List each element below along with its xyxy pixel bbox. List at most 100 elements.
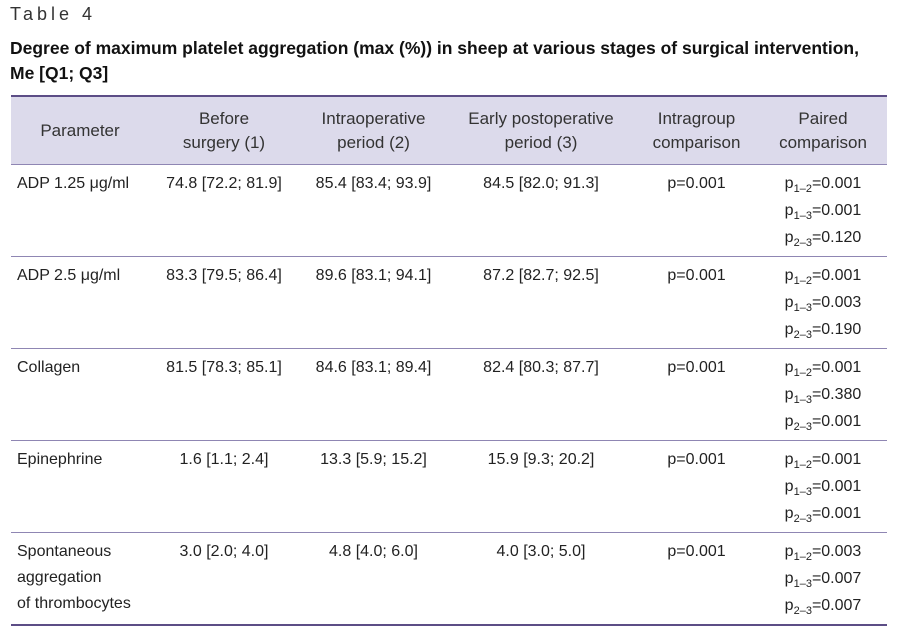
header-intraop: Intraoperative period (2)	[299, 96, 448, 165]
cell-early: 84.5 [82.0; 91.3]	[483, 175, 599, 192]
p-symbol: p	[784, 359, 794, 376]
p-subscript: 1–2	[793, 367, 812, 379]
p-subscript: 2–3	[793, 513, 812, 525]
header-parameter: Parameter	[11, 96, 149, 165]
table-label: Table 4	[10, 4, 97, 24]
cell-before: 3.0 [2.0; 4.0]	[179, 543, 269, 560]
cell-intragroup: p=0.001	[667, 175, 726, 192]
p-symbol: p	[784, 321, 794, 338]
p-subscript: 2–3	[793, 237, 812, 249]
cell-intragroup: p=0.001	[667, 451, 726, 468]
header-paired-line: Paired	[798, 108, 848, 128]
p-subscript: 1–3	[793, 394, 812, 406]
table-row: Spontaneous aggregation of thrombocytes 3.0…	[11, 532, 887, 626]
p-symbol: p	[784, 451, 794, 468]
cell-before: 81.5 [78.3; 85.1]	[166, 359, 282, 376]
header-intragroup-line: comparison	[652, 132, 741, 152]
cell-early: 4.0 [3.0; 5.0]	[496, 543, 586, 560]
header-before: Before surgery (1)	[149, 96, 299, 165]
cell-early: 15.9 [9.3; 20.2]	[487, 451, 595, 468]
p-symbol: p	[784, 570, 794, 587]
cell-paired: p1–2=0.003 p1–3=0.007 p2–3=0.007	[759, 533, 887, 626]
paired-p-value: p1–2=0.001	[763, 171, 883, 198]
p-subscript: 1–3	[793, 486, 812, 498]
p-subscript: 1–3	[793, 210, 812, 222]
paired-p-value: p1–3=0.003	[763, 290, 883, 317]
cell-intraop: 13.3 [5.9; 15.2]	[320, 451, 427, 468]
cell-parameter: Collagen	[17, 359, 81, 376]
p-value: =0.190	[811, 321, 862, 338]
p-value: =0.001	[811, 505, 862, 522]
p-symbol: p	[784, 175, 794, 192]
cell-paired: p1–2=0.001 p1–3=0.001 p2–3=0.001	[759, 441, 887, 533]
p-value: =0.001	[811, 413, 862, 430]
p-value: =0.007	[811, 570, 862, 587]
p-symbol: p	[784, 597, 794, 614]
table-body: ADP 1.25 μg/ml 74.8 [72.2; 81.9] 85.4 [83.…	[11, 164, 887, 626]
cell-intragroup: p=0.001	[667, 359, 726, 376]
header-before-line: surgery (1)	[182, 132, 266, 152]
table-row: ADP 2.5 μg/ml 83.3 [79.5; 86.4] 89.6 [83.1…	[11, 256, 887, 349]
header-early: Early postoperative period (3)	[448, 96, 634, 165]
p-symbol: p	[784, 543, 794, 560]
table-row: ADP 1.25 μg/ml 74.8 [72.2; 81.9] 85.4 [83.…	[11, 164, 887, 257]
p-subscript: 1–2	[793, 183, 812, 195]
p-value: =0.001	[811, 175, 862, 192]
paired-p-value: p2–3=0.007	[763, 593, 883, 620]
table-row: Epinephrine 1.6 [1.1; 2.4] 13.3 [5.9; 15.2…	[11, 440, 887, 533]
p-value: =0.001	[811, 267, 862, 284]
paired-p-value: p1–3=0.380	[763, 382, 883, 409]
p-value: =0.003	[811, 294, 862, 311]
p-subscript: 1–3	[793, 578, 812, 590]
p-subscript: 2–3	[793, 421, 812, 433]
cell-early: 87.2 [82.7; 92.5]	[483, 267, 599, 284]
p-symbol: p	[784, 202, 794, 219]
p-symbol: p	[784, 294, 794, 311]
cell-parameter-line: Spontaneous	[17, 543, 112, 560]
p-subscript: 1–2	[793, 551, 812, 563]
header-early-line: period (3)	[504, 132, 578, 152]
paired-p-value: p2–3=0.190	[763, 317, 883, 344]
header-paired: Paired comparison	[759, 96, 887, 165]
p-value: =0.001	[811, 478, 862, 495]
paired-p-value: p2–3=0.001	[763, 501, 883, 528]
header-intraop-line: Intraoperative	[321, 108, 426, 128]
p-subscript: 2–3	[793, 605, 812, 617]
paired-p-value: p1–2=0.001	[763, 355, 883, 382]
p-value: =0.001	[811, 451, 862, 468]
p-symbol: p	[784, 386, 794, 403]
table-title: Degree of maximum platelet aggregation (…	[10, 38, 859, 83]
cell-parameter: Spontaneous aggregation of thrombocytes	[11, 533, 149, 626]
cell-early: 82.4 [80.3; 87.7]	[483, 359, 599, 376]
p-value: =0.003	[811, 543, 862, 560]
header-paired-line: comparison	[779, 132, 867, 152]
p-value: =0.380	[811, 386, 862, 403]
table-row: Collagen 81.5 [78.3; 85.1] 84.6 [83.1; 89.…	[11, 348, 887, 441]
p-symbol: p	[784, 413, 794, 430]
p-value: =0.001	[811, 359, 862, 376]
cell-paired: p1–2=0.001 p1–3=0.001 p2–3=0.120	[759, 165, 887, 257]
header-early-line: Early postoperative	[468, 108, 614, 128]
header-intraop-line: period (2)	[337, 132, 410, 152]
p-symbol: p	[784, 267, 794, 284]
p-subscript: 1–2	[793, 275, 812, 287]
header-row: Parameter Before surgery (1) Intraoperat…	[11, 96, 887, 165]
cell-before: 83.3 [79.5; 86.4]	[166, 267, 282, 284]
cell-before: 1.6 [1.1; 2.4]	[179, 451, 269, 468]
header-intragroup-line: Intragroup	[657, 108, 736, 128]
header-before-line: Before	[198, 108, 250, 128]
paired-p-value: p1–3=0.007	[763, 566, 883, 593]
p-value: =0.120	[811, 229, 862, 246]
header-intragroup: Intragroup comparison	[634, 96, 759, 165]
p-symbol: p	[784, 505, 794, 522]
paired-p-value: p2–3=0.120	[763, 225, 883, 252]
cell-paired: p1–2=0.001 p1–3=0.003 p2–3=0.190	[759, 257, 887, 349]
cell-before: 74.8 [72.2; 81.9]	[166, 175, 282, 192]
cell-parameter: Epinephrine	[17, 451, 103, 468]
data-table: Parameter Before surgery (1) Intraoperat…	[11, 95, 887, 626]
cell-parameter: ADP 2.5 μg/ml	[17, 267, 121, 284]
cell-intraop: 89.6 [83.1; 94.1]	[315, 267, 432, 284]
cell-intraop: 84.6 [83.1; 89.4]	[315, 359, 432, 376]
cell-parameter-line: aggregation	[17, 569, 102, 586]
paired-p-value: p1–2=0.003	[763, 539, 883, 566]
